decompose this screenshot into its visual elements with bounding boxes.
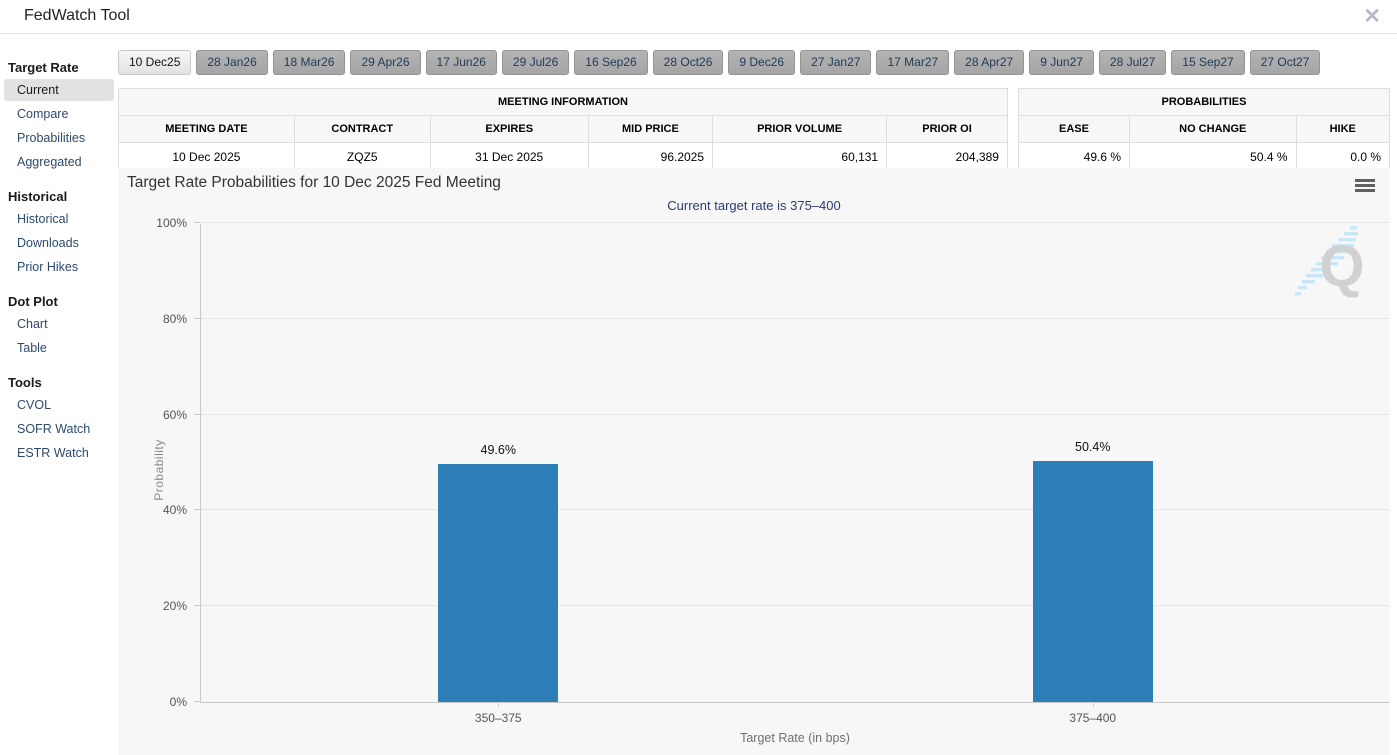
sidebar-section-heading-dot-plot: Dot Plot [8, 294, 58, 309]
sidebar-item-sofr-watch[interactable]: SOFR Watch [17, 422, 91, 436]
gridline-100 [201, 222, 1389, 223]
tab-28-oct26[interactable]: 28 Oct26 [652, 50, 724, 75]
column-header-meeting-date: MEETING DATE [119, 116, 295, 143]
x-category-label-350-375: 350–375 [474, 711, 522, 725]
table-row: 49.6 % 50.4 % 0.0 % [1019, 143, 1389, 171]
table-row: 10 Dec 2025 ZQZ5 31 Dec 2025 96.2025 60,131 2… [119, 143, 1007, 171]
column-header-mid-price: MID PRICE [588, 116, 714, 143]
table-header-row: MEETING DATE CONTRACT EXPIRES MID PRICE PRIO… [119, 116, 1007, 143]
y-tick-label-100: 100% [156, 216, 187, 230]
meeting-information-table: MEETING INFORMATION MEETING DATE CONTRACT… [118, 88, 1008, 172]
sidebar-item-aggregated[interactable]: Aggregated [17, 155, 82, 169]
sidebar: Target Rate Current Compare Probabilities Ag… [0, 34, 118, 755]
cell-mid-price: 96.2025 [589, 143, 714, 171]
bar-375-400 [1032, 460, 1153, 702]
y-tick-mark-40 [194, 509, 200, 511]
plot-area: Probability Target Rate (in bps) 0% 20% 40… [152, 216, 1389, 745]
sidebar-item-historical[interactable]: Historical [17, 212, 69, 226]
sidebar-section-heading-tools: Tools [8, 375, 42, 390]
window-header: FedWatch Tool ✕ [0, 0, 1397, 34]
sidebar-item-chart[interactable]: Chart [17, 317, 48, 331]
tab-16-sep26[interactable]: 16 Sep26 [574, 50, 648, 75]
tab-28-jan26[interactable]: 28 Jan26 [196, 50, 268, 75]
sidebar-item-compare[interactable]: Compare [17, 107, 69, 121]
bar-value-label-375-400: 50.4% [1075, 439, 1111, 454]
chart-menu-icon[interactable] [1355, 179, 1375, 194]
cell-prior-oi: 204,389 [955, 150, 999, 164]
x-tick-mark-350-375 [498, 702, 500, 707]
quikstrike-watermark-icon: Q [1294, 224, 1372, 309]
y-tick-mark-0 [194, 701, 200, 702]
cell-ease: 49.6 % [1019, 143, 1130, 171]
tab-9-jun27[interactable]: 9 Jun27 [1029, 50, 1094, 75]
y-tick-mark-100 [194, 222, 200, 223]
page-title: FedWatch Tool [24, 7, 130, 24]
gridline-60 [201, 413, 1389, 415]
svg-text:Q: Q [1319, 234, 1364, 299]
y-tick-label-0: 0% [169, 695, 187, 709]
bar-350-375 [438, 464, 559, 702]
sidebar-item-current[interactable]: Current [4, 79, 114, 101]
column-header-expires: EXPIRES [430, 116, 589, 143]
y-tick-label-20: 20% [162, 599, 187, 614]
chart-title: Target Rate Probabilities for 10 Dec 202… [127, 174, 501, 191]
y-tick-mark-80 [194, 317, 200, 319]
tab-29-jul26[interactable]: 29 Jul26 [501, 50, 570, 75]
sidebar-item-prior-hikes[interactable]: Prior Hikes [17, 260, 79, 274]
sidebar-item-downloads[interactable]: Downloads [17, 236, 79, 250]
tab-28-apr27[interactable]: 28 Apr27 [954, 50, 1025, 75]
chart-subtitle: Current target rate is 375–400 [667, 198, 841, 213]
probabilities-table: PROBABILITIES EASE NO CHANGE HIKE 49.6 % 50… [1018, 88, 1390, 172]
tab-9-dec26[interactable]: 9 Dec26 [728, 50, 796, 75]
column-header-no-change: NO CHANGE [1130, 116, 1297, 143]
sidebar-item-cvol[interactable]: CVOL [17, 398, 52, 412]
x-axis-title: Target Rate (in bps) [740, 731, 850, 745]
tab-28-jul27[interactable]: 28 Jul27 [1098, 50, 1167, 75]
close-icon[interactable]: ✕ [1363, 5, 1381, 28]
tab-17-jun26[interactable]: 17 Jun26 [425, 50, 497, 75]
sidebar-item-probabilities[interactable]: Probabilities [17, 131, 86, 145]
tab-29-apr26[interactable]: 29 Apr26 [350, 50, 421, 75]
sidebar-item-table[interactable]: Table [17, 341, 47, 355]
table-title: MEETING INFORMATION [119, 89, 1007, 116]
y-tick-label-40: 40% [162, 503, 187, 518]
column-header-ease: EASE [1019, 116, 1130, 143]
cell-contract: ZQZ5 [295, 143, 431, 171]
date-tabs: 10 Dec25 28 Jan26 18 Mar26 29 Apr26 17 Jun26… [118, 50, 1389, 75]
column-header-prior-oi: PRIOR OI [887, 116, 1007, 143]
column-header-prior-volume: PRIOR VOLUME [713, 116, 888, 143]
x-tick-mark-375-400 [1092, 702, 1094, 707]
tab-18-mar26[interactable]: 18 Mar26 [272, 50, 346, 75]
cell-hike: 0.0 % [1350, 150, 1381, 164]
table-header-row: EASE NO CHANGE HIKE [1019, 116, 1389, 143]
column-header-contract: CONTRACT [294, 116, 431, 143]
gridline-20 [201, 605, 1389, 607]
y-tick-label-80: 80% [162, 311, 187, 326]
cell-no-change: 50.4 % [1130, 143, 1297, 171]
column-header-hike: HIKE [1296, 116, 1389, 143]
tab-27-jan27[interactable]: 27 Jan27 [800, 50, 872, 75]
cell-prior-volume: 60,131 [713, 143, 888, 171]
table-title: PROBABILITIES [1019, 89, 1389, 116]
sidebar-item-estr-watch[interactable]: ESTR Watch [17, 446, 89, 460]
bar-value-label-350-375: 49.6% [480, 443, 516, 458]
tab-10-dec25[interactable]: 10 Dec25 [118, 50, 192, 75]
tab-17-mar27[interactable]: 17 Mar27 [876, 50, 950, 75]
chart-panel: Target Rate Probabilities for 10 Dec 202… [118, 168, 1390, 755]
cell-expires: 31 Dec 2025 [431, 143, 589, 171]
tab-15-sep27[interactable]: 15 Sep27 [1171, 50, 1245, 75]
cell-meeting-date: 10 Dec 2025 [119, 143, 295, 171]
sidebar-section-heading-historical: Historical [8, 189, 68, 204]
sidebar-section-heading-target-rate: Target Rate [8, 60, 79, 75]
y-tick-mark-60 [194, 413, 200, 415]
x-category-label-375-400: 375–400 [1069, 711, 1117, 725]
tab-27-oct27[interactable]: 27 Oct27 [1249, 50, 1321, 75]
y-tick-mark-20 [194, 605, 200, 607]
gridline-80 [201, 317, 1389, 319]
gridline-40 [201, 509, 1389, 511]
y-tick-label-60: 60% [162, 407, 187, 422]
